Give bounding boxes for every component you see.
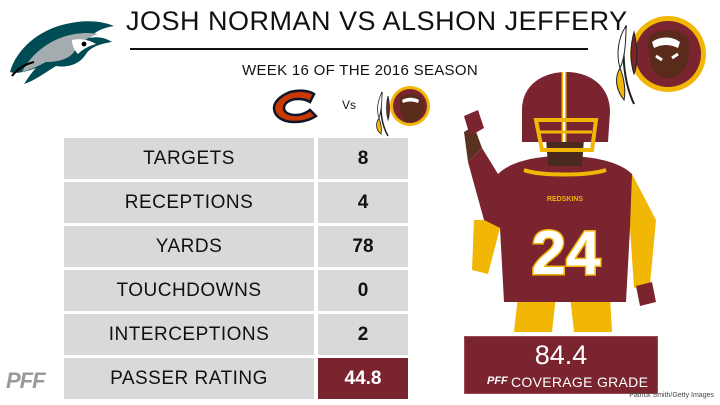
stat-value: 78 [318,226,408,267]
stat-value: 2 [318,314,408,355]
player-image: REDSKINS 24 [464,72,656,332]
pff-logo: PFF [6,368,46,393]
bears-logo-icon [272,89,318,124]
title-divider [130,48,588,50]
redskins-logo-icon [616,16,706,105]
jersey-wordmark: REDSKINS [547,196,584,203]
page-subtitle: WEEK 16 OF THE 2016 SEASON [242,62,478,79]
grade-value: 84.4 [534,340,588,370]
stat-row-interceptions: INTERCEPTIONS 2 [64,314,408,355]
stat-label: TARGETS [64,138,314,179]
photo-credit: Patrick Smith/Getty Images [629,392,714,399]
grade-label: COVERAGE GRADE [511,374,649,390]
jersey-number: 24 [532,219,601,288]
stat-row-touchdowns: TOUCHDOWNS 0 [64,270,408,311]
redskins-logo-small-icon [376,86,430,137]
stat-row-receptions: RECEPTIONS 4 [64,182,408,223]
stat-label: PASSER RATING [64,358,314,399]
stat-label: INTERCEPTIONS [64,314,314,355]
stat-value: 0 [318,270,408,311]
stats-table: TARGETS 8 RECEPTIONS 4 YARDS 78 TOUCHDOW… [64,138,408,402]
coverage-grade-box: 84.4 PFF COVERAGE GRADE [464,336,658,394]
page-title: JOSH NORMAN VS ALSHON JEFFERY [126,6,628,36]
stat-row-targets: TARGETS 8 [64,138,408,179]
stat-row-passer-rating: PASSER RATING 44.8 [64,358,408,399]
stat-label: TOUCHDOWNS [64,270,314,311]
eagles-logo-icon [10,21,114,84]
pff-mini-logo: PFF [487,375,508,387]
stat-label: YARDS [64,226,314,267]
stat-row-yards: YARDS 78 [64,226,408,267]
stat-value: 4 [318,182,408,223]
stat-value-highlight: 44.8 [318,358,408,399]
stat-value: 8 [318,138,408,179]
versus-label: Vs [342,98,357,112]
stat-label: RECEPTIONS [64,182,314,223]
